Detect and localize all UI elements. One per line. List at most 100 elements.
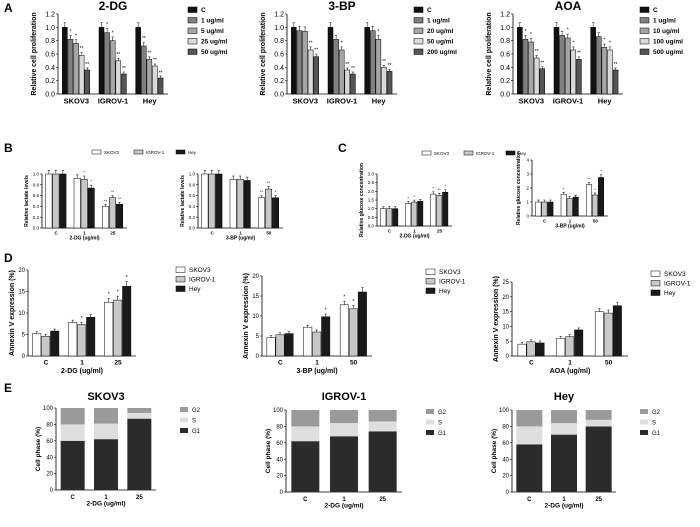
bar-igrov-1-1 <box>566 198 573 217</box>
bar-s-25 <box>127 412 152 419</box>
legend-label: IGROV-1 <box>664 281 691 288</box>
bar-g2-1 <box>551 410 577 424</box>
bar-100-ug-ml-skov3 <box>533 57 540 95</box>
bar-500-ug-ml-igrov-1 <box>576 59 582 95</box>
significance-mark: ** <box>147 50 151 56</box>
significance-mark: ** <box>111 189 115 194</box>
bar-c-hey <box>135 27 141 95</box>
y-tick-label: 100 <box>43 406 54 412</box>
bar-s-25 <box>585 419 612 427</box>
bar-hey-1 <box>87 187 95 229</box>
x-tick-label: 50 <box>605 360 613 367</box>
legend-label: Hey <box>518 151 527 156</box>
bar-igrov-1-50 <box>603 312 613 357</box>
significance-mark: ** <box>614 62 618 68</box>
bar-skov3-c <box>201 173 209 229</box>
y-tick-label: 40 <box>46 455 53 461</box>
bar-g1-1 <box>551 434 577 492</box>
bar-c-hey <box>364 27 370 95</box>
bar-hey-50 <box>612 305 622 357</box>
significance-mark: * <box>530 32 532 38</box>
legend-label: 1 ug/ml <box>427 18 450 25</box>
x-tick-label: 1 <box>562 497 566 503</box>
y-tick-label: 5 <box>22 333 26 339</box>
legend-label: S <box>652 421 656 427</box>
bar-skov3-50 <box>258 197 265 229</box>
significance-mark: ** <box>260 189 264 194</box>
bar-g1-C <box>60 440 85 490</box>
x-tick-label: 50 <box>350 360 358 367</box>
bar-skov3-c <box>45 173 53 229</box>
legend-swatch-s <box>426 419 434 425</box>
x-tick-label: SKOV3 <box>519 97 544 106</box>
bar-g2-1 <box>330 410 358 424</box>
legend-label: S <box>438 421 442 427</box>
bar-hey-c <box>392 208 399 227</box>
significance-mark: ** <box>80 46 84 52</box>
x-tick-label: 50 <box>593 219 599 224</box>
y-tick-label: 1.0 <box>368 206 375 211</box>
y-tick-label: 15 <box>252 294 259 300</box>
y-tick-label: 0.0 <box>45 91 55 98</box>
significance-mark: * <box>352 299 354 305</box>
significance-mark: ** <box>118 196 122 201</box>
bar-hey-25 <box>116 203 123 229</box>
y-tick-label: 1.2 <box>45 11 55 18</box>
significance-mark: ** <box>116 52 120 58</box>
bar-200-ug-ml-skov3 <box>313 56 319 95</box>
bar-skov3-1 <box>73 178 81 229</box>
chart-title: AOA <box>555 0 582 13</box>
y-axis-label: Relative glucose concentration <box>359 163 365 237</box>
significance-mark: ** <box>267 180 271 185</box>
significance-mark: * <box>343 295 345 301</box>
bar-1-ug-ml-hey <box>370 30 376 95</box>
bar-1-ug-ml-skov3 <box>296 30 303 95</box>
y-tick-label: 80 <box>502 425 509 431</box>
x-tick-label: Hey <box>598 97 613 106</box>
significance-mark: ** <box>438 187 442 192</box>
x-tick-label: 25 <box>379 497 386 503</box>
y-tick-label: 0.4 <box>45 65 55 72</box>
bar-g2-1 <box>94 408 118 424</box>
bar-skov3-25 <box>430 193 437 227</box>
y-axis-label: Annexin V expression (%) <box>9 270 16 356</box>
bar-s-1 <box>551 423 577 435</box>
legend-label: 20 ug/ml <box>427 28 454 35</box>
x-tick-label: 1 <box>104 495 108 501</box>
y-tick-label: 20 <box>18 268 25 274</box>
bar-hey-c <box>547 201 554 217</box>
bar-g1-1 <box>94 439 118 490</box>
bar-s-25 <box>368 421 397 432</box>
x-tick-label: 1 <box>315 360 319 367</box>
significance-mark: ** <box>85 62 89 68</box>
panel-letter-b: B <box>4 141 13 155</box>
y-tick-label: 1.2 <box>274 11 284 18</box>
panel-letter-d: D <box>4 251 13 265</box>
significance-mark: * <box>75 33 77 39</box>
bar-50-ug-ml-igrov-1 <box>344 69 351 95</box>
significance-mark: ** <box>122 66 126 72</box>
y-tick-label: 0.6 <box>274 51 284 58</box>
bar-g1-25 <box>127 418 152 490</box>
y-tick-label: 20 <box>502 474 509 480</box>
significance-mark: * <box>432 185 434 190</box>
bar-1-ug-ml-skov3 <box>522 39 529 95</box>
bar-c-skov3 <box>517 27 523 95</box>
bar-igrov-1-1 <box>77 324 87 357</box>
bar-100-ug-ml-hey <box>607 49 613 95</box>
bar-50-ug-ml-skov3 <box>307 49 314 95</box>
x-tick-label: 25 <box>136 495 143 501</box>
bar-g2-25 <box>127 408 152 413</box>
y-tick-label: 0.0 <box>368 224 375 229</box>
bar-s-1 <box>94 423 118 440</box>
legend-swatch-g2 <box>640 409 648 414</box>
legend-swatch-hey <box>425 287 436 294</box>
significance-mark: ** <box>535 49 539 55</box>
x-tick-label: IGROV-1 <box>553 97 583 106</box>
significance-mark: ** <box>577 50 581 56</box>
y-tick-label: 15 <box>502 310 509 316</box>
bar-skov3-c <box>380 208 387 227</box>
x-tick-label: SKOV3 <box>293 97 318 106</box>
bar-skov3-25 <box>102 206 109 229</box>
